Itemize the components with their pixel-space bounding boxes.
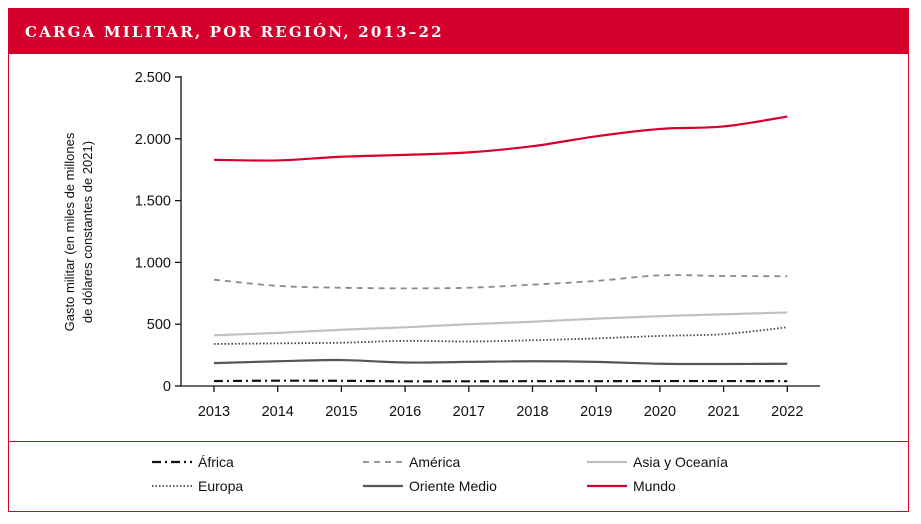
x-tick-label: 2013 xyxy=(198,404,230,420)
x-tick-label: 2016 xyxy=(389,404,421,420)
y-tick-label: 2.000 xyxy=(135,132,171,148)
y-tick-label: 500 xyxy=(147,317,171,333)
legend-label-africa: África xyxy=(198,454,234,470)
x-tick-label: 2021 xyxy=(707,404,739,420)
x-tick-label: 2022 xyxy=(771,404,803,420)
legend-label-asia-y-oceania: Asia y Oceanía xyxy=(633,454,728,470)
legend-label-europa: Europa xyxy=(198,478,243,494)
x-tick-label: 2020 xyxy=(644,404,676,420)
series-line-oriente-medio xyxy=(213,358,788,366)
chart-frame: CARGA MILITAR, POR REGIÓN, 2013–22 xyxy=(8,8,909,512)
legend-label-mundo: Mundo xyxy=(633,478,676,494)
y-tick-label: 1.000 xyxy=(135,255,171,271)
x-tick-label: 2017 xyxy=(453,404,485,420)
x-tick-label: 2018 xyxy=(516,404,548,420)
y-tick-label: 1.500 xyxy=(135,194,171,210)
y-axis-label-line2: de dólares constantes de 2021) xyxy=(80,141,95,323)
y-tick-label: 0 xyxy=(163,379,171,395)
legend-label-oriente-medio: Oriente Medio xyxy=(409,478,497,494)
legend-label-america: América xyxy=(409,454,461,470)
series-line-europa xyxy=(213,326,788,345)
series-line-mundo xyxy=(213,115,788,162)
x-tick-label: 2019 xyxy=(580,404,612,420)
series-line-america xyxy=(213,274,788,290)
y-axis-label: Gasto militar (en miles de millones xyxy=(62,132,77,331)
series-line-asia-y-oceania xyxy=(213,311,788,337)
series-line-africa xyxy=(213,379,788,383)
legend-divider xyxy=(9,441,908,442)
x-tick-label: 2014 xyxy=(262,404,294,420)
chart-title: CARGA MILITAR, POR REGIÓN, 2013–22 xyxy=(25,22,444,41)
x-tick-label: 2015 xyxy=(325,404,357,420)
y-tick-label: 2.500 xyxy=(135,70,171,86)
chart-header: CARGA MILITAR, POR REGIÓN, 2013–22 xyxy=(9,9,908,54)
